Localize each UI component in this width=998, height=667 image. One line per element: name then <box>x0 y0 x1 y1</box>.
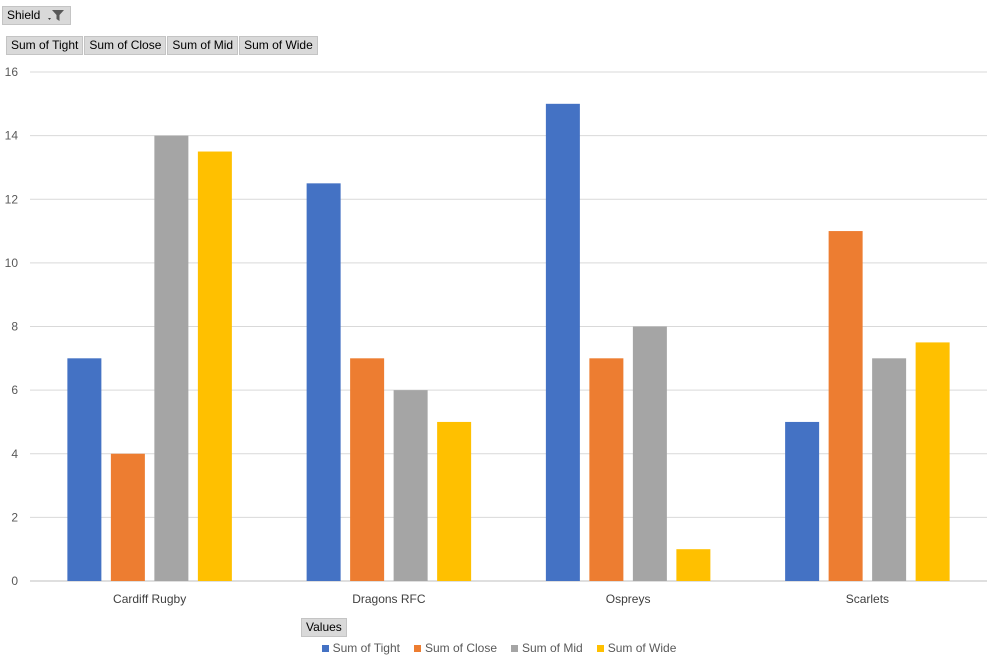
legend-label: Sum of Tight <box>332 641 400 655</box>
bar-sum-of-close-ospreys[interactable] <box>589 358 624 581</box>
y-tick-label: 8 <box>11 320 18 334</box>
bar-sum-of-tight-dragons-rfc[interactable] <box>306 183 341 581</box>
values-field-buttons: Sum of Tight Sum of Close Sum of Mid Sum… <box>6 36 319 55</box>
bar-sum-of-tight-cardiff-rugby[interactable] <box>67 358 102 581</box>
value-button-mid[interactable]: Sum of Mid <box>167 36 239 55</box>
filter-funnel-icon <box>47 9 65 27</box>
bar-sum-of-tight-ospreys[interactable] <box>545 103 580 581</box>
bar-sum-of-wide-ospreys[interactable] <box>676 549 711 581</box>
bar-sum-of-mid-ospreys[interactable] <box>632 326 667 582</box>
legend-label: Sum of Mid <box>522 641 583 655</box>
y-tick-label: 14 <box>5 129 19 143</box>
value-button-wide[interactable]: Sum of Wide <box>239 36 318 55</box>
x-category-label: Scarlets <box>846 592 889 606</box>
bar-sum-of-wide-cardiff-rugby[interactable] <box>197 151 232 581</box>
legend-item[interactable]: Sum of Mid <box>511 641 583 655</box>
value-button-tight[interactable]: Sum of Tight <box>6 36 84 55</box>
legend-item[interactable]: Sum of Wide <box>596 641 677 655</box>
y-tick-label: 10 <box>5 256 19 270</box>
value-button-close[interactable]: Sum of Close <box>84 36 167 55</box>
bar-sum-of-wide-scarlets[interactable] <box>915 342 950 581</box>
y-tick-label: 12 <box>5 192 19 206</box>
bar-sum-of-mid-cardiff-rugby[interactable] <box>154 135 189 581</box>
bar-sum-of-close-scarlets[interactable] <box>828 231 863 581</box>
legend-item[interactable]: Sum of Tight <box>321 641 400 655</box>
x-category-label: Cardiff Rugby <box>113 592 186 606</box>
legend-item[interactable]: Sum of Close <box>413 641 497 655</box>
y-tick-label: 6 <box>11 383 18 397</box>
legend-label: Sum of Wide <box>607 641 677 655</box>
legend-swatch <box>596 644 604 652</box>
legend-swatch <box>321 644 329 652</box>
legend-swatch <box>413 644 421 652</box>
values-area-button[interactable]: Values <box>301 618 347 637</box>
legend-swatch <box>511 644 518 652</box>
legend-label: Sum of Close <box>424 641 497 655</box>
y-tick-label: 4 <box>11 447 18 461</box>
bar-sum-of-wide-dragons-rfc[interactable] <box>437 421 472 581</box>
bar-sum-of-close-dragons-rfc[interactable] <box>350 358 385 581</box>
bar-sum-of-mid-scarlets[interactable] <box>872 358 907 581</box>
filter-shield-button[interactable]: Shield <box>2 6 71 25</box>
bar-sum-of-tight-scarlets[interactable] <box>785 421 820 581</box>
y-tick-label: 16 <box>5 65 19 79</box>
x-category-label: Ospreys <box>606 592 651 606</box>
x-category-label: Dragons RFC <box>352 592 426 606</box>
bar-sum-of-close-cardiff-rugby[interactable] <box>110 453 145 581</box>
bar-sum-of-mid-dragons-rfc[interactable] <box>393 390 428 581</box>
y-tick-label: 0 <box>11 574 18 588</box>
filter-shield-label: Shield <box>7 8 41 22</box>
y-tick-label: 2 <box>11 510 18 524</box>
chart-legend: Sum of Tight Sum of Close Sum of Mid Sum of… <box>0 641 998 655</box>
